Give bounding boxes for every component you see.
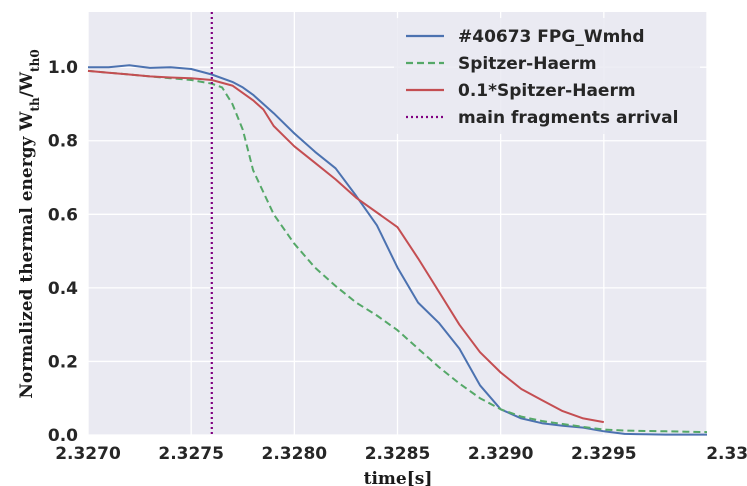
y-tick-label: 0.4 <box>48 279 78 299</box>
x-tick-label: 2.3290 <box>468 444 534 464</box>
legend-label: main fragments arrival <box>458 108 678 128</box>
legend-box <box>394 18 700 134</box>
y-tick-label: 0.0 <box>48 426 78 446</box>
y-tick-label: 0.6 <box>48 205 78 225</box>
x-tick-labels: 2.3270 2.3275 2.3280 2.3285 2.3290 2.3295 2.33… <box>55 444 747 464</box>
x-tick-label: 2.3275 <box>158 444 224 464</box>
series-line-0 <box>88 64 707 436</box>
y-axis-label: Normalized thermal energy Wth/Wth0 <box>17 49 42 398</box>
y-tick-labels: 0.0 0.2 0.4 0.6 0.8 1.0 <box>48 58 78 446</box>
series-line-1 <box>87 69 708 434</box>
legend-label: #40673 FPG_Wmhd <box>458 27 645 47</box>
x-tick-label: 2.3300 <box>706 444 747 464</box>
legend: #40673 FPG_Wmhd Spitzer-Haerm 0.1*Spitzer-… <box>394 18 700 134</box>
x-tick-label: 2.3295 <box>571 444 637 464</box>
legend-label: Spitzer-Haerm <box>458 54 597 74</box>
x-axis-label: time[s] <box>364 469 433 486</box>
y-tick-label: 0.8 <box>48 132 78 152</box>
series-layer <box>87 12 708 436</box>
y-tick-label: 1.0 <box>48 58 78 78</box>
y-tick-label: 0.2 <box>48 352 78 372</box>
series-line-2 <box>87 69 604 424</box>
x-tick-label: 2.3280 <box>262 444 328 464</box>
x-tick-label: 2.3270 <box>55 444 121 464</box>
x-tick-label: 2.3285 <box>365 444 431 464</box>
grid <box>87 12 708 436</box>
legend-label: 0.1*Spitzer-Haerm <box>458 81 636 101</box>
